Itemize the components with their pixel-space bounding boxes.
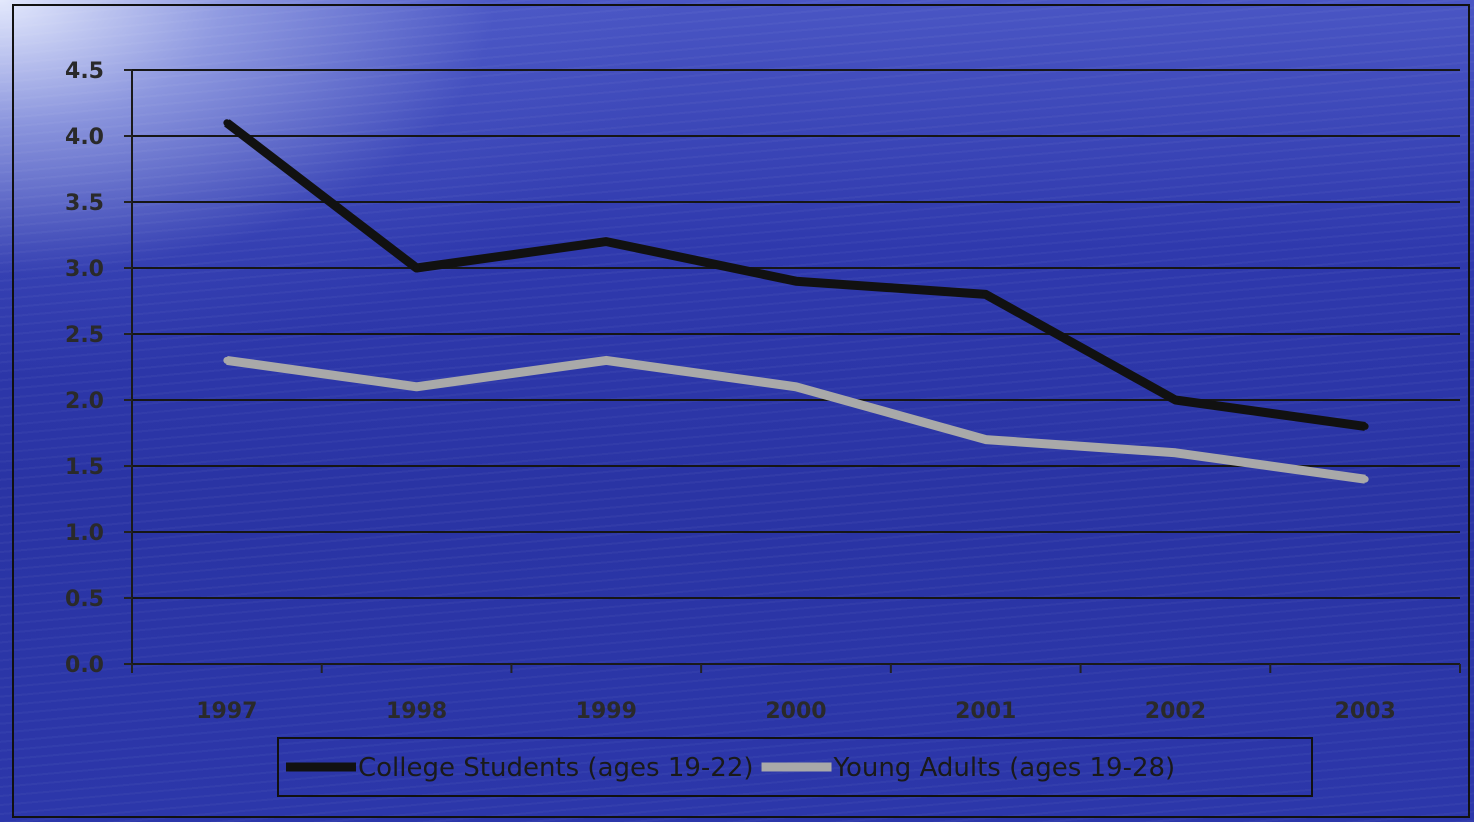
y-axis-ticks: 0.0 0.5 1.0 1.5 2.0 2.5 3.0 3.5 4.0 4.5 — [65, 59, 132, 678]
axes — [131, 70, 1460, 665]
x-axis-ticks: 1997 1998 1999 2000 2001 2002 2003 — [131, 664, 1461, 724]
data-point — [413, 264, 421, 272]
data-point — [1361, 422, 1369, 430]
x-tick-label: 1999 — [576, 699, 637, 724]
y-tick-label: 0.0 — [65, 653, 104, 678]
data-point — [602, 356, 610, 364]
data-point — [413, 383, 421, 391]
data-point — [792, 277, 800, 285]
y-tick-label: 4.0 — [65, 125, 104, 150]
y-tick-label: 3.0 — [65, 257, 104, 282]
data-point — [982, 290, 990, 298]
series-line-2 — [226, 355, 1366, 484]
data-point — [792, 383, 800, 391]
legend: College Students (ages 19-22) Young Adult… — [277, 737, 1313, 797]
y-tick-label: 2.0 — [65, 389, 104, 414]
data-point — [1171, 396, 1179, 404]
gridlines — [132, 69, 1460, 599]
y-tick-label: 1.5 — [65, 455, 104, 480]
data-point — [602, 238, 610, 246]
data-point — [1171, 449, 1179, 457]
y-tick-label: 3.5 — [65, 191, 104, 216]
y-tick-label: 2.5 — [65, 323, 104, 348]
x-tick-label: 2000 — [765, 699, 826, 724]
series-lines — [223, 119, 1369, 484]
x-tick-label: 1998 — [386, 699, 447, 724]
y-tick-label: 1.0 — [65, 521, 104, 546]
x-tick-label: 2003 — [1335, 699, 1396, 724]
y-tick-label: 0.5 — [65, 587, 104, 612]
data-point — [1361, 475, 1369, 483]
data-point — [982, 436, 990, 444]
legend-box — [277, 737, 1313, 797]
data-point — [223, 356, 231, 364]
y-tick-label: 4.5 — [65, 59, 104, 84]
legend-label: Young Adults (ages 19-28) — [833, 753, 1176, 783]
x-tick-label: 2001 — [955, 699, 1016, 724]
chart-frame — [12, 4, 1470, 818]
x-tick-label: 2002 — [1145, 699, 1206, 724]
legend-label: College Students (ages 19-22) — [358, 753, 754, 783]
x-tick-label: 1997 — [196, 699, 257, 724]
data-point — [223, 119, 231, 127]
